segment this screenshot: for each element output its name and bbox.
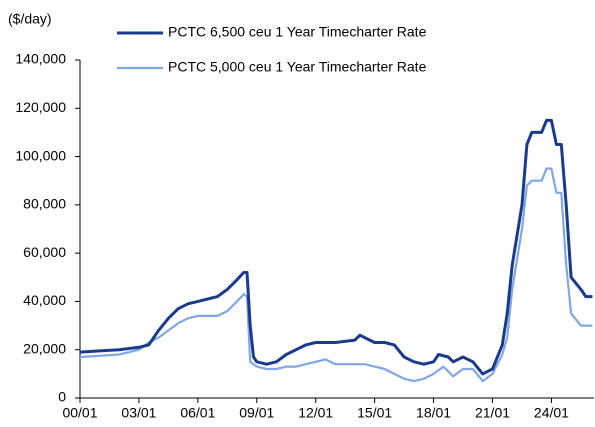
x-tick-label: 03/01: [121, 405, 156, 421]
x-tick-label: 09/01: [239, 405, 274, 421]
x-tick-label: 00/01: [62, 405, 97, 421]
legend-label: PCTC 6,500 ceu 1 Year Timecharter Rate: [168, 24, 427, 40]
series-line: [79, 167, 593, 383]
y-tick-label: 120,000: [15, 99, 66, 115]
y-axis-label: ($/day): [8, 11, 52, 27]
y-tick-label: 100,000: [15, 147, 66, 163]
x-tick-label: 06/01: [180, 405, 215, 421]
x-tick-label: 12/01: [298, 405, 333, 421]
x-tick-label: 21/01: [475, 405, 510, 421]
y-tick-label: 80,000: [23, 196, 66, 212]
legend-label: PCTC 5,000 ceu 1 Year Timecharter Rate: [168, 59, 427, 75]
y-tick-label: 0: [58, 389, 66, 405]
y-tick-label: 140,000: [15, 51, 66, 67]
x-tick-label: 15/01: [357, 405, 392, 421]
y-tick-label: 40,000: [23, 292, 66, 308]
series-line: [79, 118, 593, 376]
x-tick-label: 18/01: [416, 405, 451, 421]
y-tick-label: 60,000: [23, 244, 66, 260]
x-tick-label: 24/01: [534, 405, 569, 421]
y-tick-label: 20,000: [23, 340, 66, 356]
